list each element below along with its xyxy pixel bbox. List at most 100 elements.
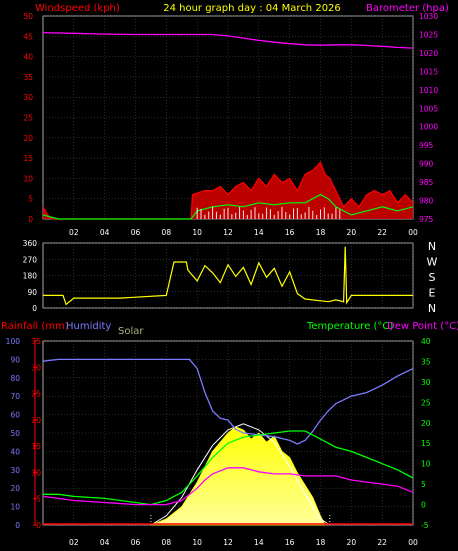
- x-tick-label-bottom: 18: [316, 538, 326, 547]
- humidity-tick-label: 70: [10, 392, 20, 401]
- rainfall-tick-label: 15: [31, 442, 41, 451]
- windspeed-axis-label: Windspeed (kph): [35, 3, 120, 14]
- direction-tick-label: 0: [32, 304, 37, 313]
- barometer-axis-label: Barometer (hpa): [366, 3, 449, 14]
- x-tick-label-top: 08: [162, 228, 172, 237]
- solar-max-line: [150, 423, 331, 526]
- windspeed-tick-label: 15: [23, 154, 33, 163]
- barometer-line: [42, 31, 414, 49]
- barometer-tick-label: 1020: [419, 49, 438, 58]
- humidity-tick-label: 90: [10, 355, 20, 364]
- direction-tick-label: 180: [23, 272, 38, 281]
- x-tick-label-top: 00: [408, 228, 418, 237]
- windspeed-tick-label: 45: [23, 32, 33, 41]
- x-tick-label-top: 06: [131, 228, 141, 237]
- temperature-tick-label: 5: [421, 480, 426, 489]
- x-tick-label-bottom: 20: [347, 538, 357, 547]
- direction-tick-label: 90: [27, 288, 37, 297]
- humidity-line: [42, 358, 414, 445]
- windspeed-tick-label: 25: [23, 114, 33, 123]
- windspeed-area: [43, 162, 413, 219]
- wind-direction-line: [43, 246, 413, 306]
- x-tick-label-top: 22: [377, 228, 387, 237]
- humidity-tick-label: 50: [10, 429, 20, 438]
- temperature-line: [43, 430, 414, 506]
- series-layer: [42, 31, 414, 526]
- compass-label: N: [428, 240, 436, 253]
- barometer-tick-label: 1010: [419, 86, 438, 95]
- temperature-axis-label: Temperature (°C): [306, 321, 393, 332]
- x-tick-label-bottom: 02: [69, 538, 79, 547]
- humidity-tick-label: 80: [10, 374, 20, 383]
- dew-point-line: [42, 467, 414, 506]
- temperature-tick-label: 20: [421, 419, 431, 428]
- rainfall-tick-label: 20: [31, 416, 41, 425]
- x-tick-label-bottom: 08: [162, 538, 172, 547]
- compass-label: S: [429, 271, 436, 284]
- solar-area: [150, 426, 326, 526]
- barometer-tick-label: 990: [419, 160, 434, 169]
- direction-tick-label: 270: [23, 255, 38, 264]
- compass-label: N: [428, 302, 436, 315]
- page-title: 24 hour graph day : 04 March 2026: [163, 3, 341, 14]
- rainfall-tick-label: 30: [31, 363, 41, 372]
- temperature-tick-label: 15: [421, 439, 431, 448]
- barometer-tick-label: 1025: [419, 30, 438, 39]
- compass-label: E: [429, 287, 436, 300]
- x-tick-label-bottom: 22: [377, 538, 387, 547]
- barometer-tick-label: 980: [419, 197, 434, 206]
- temperature-tick-label: -5: [421, 521, 429, 530]
- temperature-tick-label: 35: [421, 357, 431, 366]
- humidity-tick-label: 0: [15, 521, 20, 530]
- barometer-tick-label: 985: [419, 178, 434, 187]
- humidity-tick-label: 60: [10, 411, 20, 420]
- x-tick-label-bottom: 00: [408, 538, 418, 547]
- barometer-tick-label: 1005: [419, 104, 438, 113]
- humidity-tick-label: 20: [10, 484, 20, 493]
- x-tick-label-top: 20: [347, 228, 357, 237]
- windspeed-tick-label: 35: [23, 73, 33, 82]
- solar-legend-label: Solar: [118, 326, 144, 337]
- rainfall-axis-label: Rainfall (mm): [1, 321, 69, 332]
- direction-tick-label: 360: [23, 239, 38, 248]
- barometer-tick-label: 1015: [419, 67, 438, 76]
- barometer-tick-label: 1030: [419, 12, 438, 21]
- rainfall-tick-label: 25: [31, 390, 41, 399]
- compass-label: W: [427, 256, 438, 269]
- humidity-legend-label: Humidity: [66, 321, 111, 332]
- x-tick-label-bottom: 06: [131, 538, 141, 547]
- temperature-tick-label: 10: [421, 460, 431, 469]
- tick-labels: 0202040406060808101012121414161618182020…: [6, 12, 439, 547]
- x-tick-label-top: 10: [192, 228, 202, 237]
- humidity-tick-label: 100: [6, 337, 21, 346]
- rainfall-tick-label: 5: [36, 495, 41, 504]
- windspeed-tick-label: 20: [23, 134, 33, 143]
- grid-lines: [33, 15, 414, 526]
- x-tick-label-top: 16: [285, 228, 295, 237]
- temperature-tick-label: 40: [421, 337, 431, 346]
- x-tick-label-bottom: 16: [285, 538, 295, 547]
- temperature-tick-label: 0: [421, 501, 426, 510]
- x-tick-label-bottom: 14: [254, 538, 264, 547]
- barometer-tick-label: 975: [419, 215, 434, 224]
- windspeed-tick-label: 30: [23, 93, 33, 102]
- windspeed-tick-label: 10: [23, 174, 33, 183]
- rainfall-tick-label: 35: [31, 337, 41, 346]
- x-tick-label-top: 04: [100, 228, 110, 237]
- x-tick-label-top: 02: [69, 228, 79, 237]
- x-tick-label-top: 18: [316, 228, 326, 237]
- rainfall-tick-label: 0: [36, 521, 41, 530]
- humidity-tick-label: 30: [10, 466, 20, 475]
- barometer-tick-label: 995: [419, 141, 434, 150]
- humidity-tick-label: 40: [10, 447, 20, 456]
- x-tick-label-bottom: 04: [100, 538, 110, 547]
- windspeed-line: [42, 161, 414, 220]
- x-tick-label-top: 12: [223, 228, 233, 237]
- humidity-tick-label: 10: [10, 503, 20, 512]
- dew-point-axis-label: Dew Point (°C): [387, 321, 458, 332]
- rainfall-tick-label: 10: [31, 468, 41, 477]
- temperature-tick-label: 30: [421, 378, 431, 387]
- x-tick-label-top: 14: [254, 228, 264, 237]
- temperature-tick-label: 25: [421, 398, 431, 407]
